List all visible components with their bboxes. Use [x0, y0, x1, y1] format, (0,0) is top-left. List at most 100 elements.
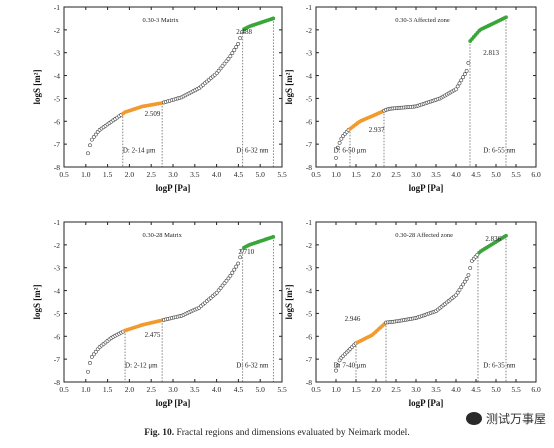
y-tick-label: -7: [306, 140, 312, 149]
data-point: [224, 59, 229, 64]
x-tick-label: 0.5: [311, 170, 321, 179]
x-tick-label: 1.5: [351, 385, 361, 394]
x-tick-label: 4.0: [451, 385, 461, 394]
x-tick-label: 2.5: [147, 385, 157, 394]
y-tick-label: -7: [54, 355, 60, 364]
chart-title: 0.30-28 Affected zone: [395, 232, 453, 239]
data-point: [462, 72, 467, 77]
y-tick-label: -3: [54, 49, 60, 58]
data-point: [453, 87, 458, 92]
y-axis-label: logS [m²]: [284, 70, 294, 105]
x-tick-label: 1.0: [81, 170, 91, 179]
wechat-icon: [465, 412, 482, 425]
x-tick-label: 5.5: [277, 170, 287, 179]
x-tick-label: 3.0: [168, 385, 178, 394]
x-tick-label: 5.0: [491, 170, 501, 179]
fractal-dimension-label: 2.488: [236, 28, 252, 36]
y-tick-label: -8: [306, 163, 312, 172]
data-point: [224, 278, 229, 283]
data-point: [337, 358, 342, 363]
data-point: [232, 48, 237, 52]
x-tick-label: 5.5: [511, 170, 521, 179]
data-point: [236, 42, 241, 46]
x-axis-label: logP [Pa]: [409, 398, 444, 408]
data-point: [238, 36, 243, 41]
chart-title: 0.30-28 Matrix: [142, 232, 182, 239]
x-tick-label: 3.5: [431, 170, 441, 179]
x-tick-label: 0.5: [59, 385, 69, 394]
data-point: [459, 285, 464, 290]
y-tick-label: -5: [54, 94, 60, 103]
data-point: [504, 15, 508, 20]
y-tick-label: -4: [54, 287, 60, 296]
pore-range-label: D: 7-40 μm: [334, 362, 367, 370]
data-point: [457, 287, 462, 292]
chart-panel-1: 0.5 1.0 1.5 2.0 2.5 3.0 3.5 4.0 4.5 5.0 5.5 -8 -7 -6 -…: [32, 3, 287, 193]
data-point: [461, 282, 465, 287]
fractal-dimension-label: 2.946: [345, 315, 361, 323]
pore-range-label: D: 2-12 μm: [125, 362, 158, 370]
data-point: [271, 234, 276, 239]
data-point: [91, 135, 96, 139]
x-tick-label: 5.5: [511, 385, 521, 394]
fractal-dimension-label: 2.475: [145, 331, 161, 339]
data-point: [236, 261, 241, 266]
caption-text: Fractal regions and dimensions evaluated…: [176, 428, 410, 438]
x-tick-label: 2.0: [125, 170, 135, 179]
data-point: [226, 276, 231, 281]
x-tick-label: 2.5: [391, 385, 401, 394]
plot-frame: [315, 6, 537, 168]
y-tick-label: -6: [306, 332, 312, 341]
x-tick-label: 5.0: [256, 170, 266, 179]
chart-panel-2: 0.5 1.0 1.5 2.0 2.5 3.0 3.5 4.0 4.5 5.0 5.5 6.0 -8 -7…: [284, 3, 541, 193]
data-point: [220, 283, 225, 288]
data-point: [455, 84, 460, 89]
data-point: [214, 71, 219, 76]
x-tick-label: 1.0: [331, 170, 341, 179]
data-point: [468, 266, 473, 270]
x-tick-label: 5.5: [277, 385, 287, 394]
x-tick-label: 4.0: [212, 385, 222, 394]
y-tick-label: -8: [54, 163, 60, 172]
data-point: [93, 349, 98, 354]
figure-caption: Fig. 10. Fractal regions and dimensions …: [0, 428, 554, 438]
watermark-text: 测试万事屋: [485, 412, 546, 426]
data-point: [466, 61, 471, 65]
data-point: [337, 140, 342, 145]
data-point: [88, 361, 92, 365]
x-tick-label: 4.5: [234, 170, 244, 179]
pore-range-label: D: 6-50 μm: [334, 147, 367, 155]
fractal-dimension-label: 2.937: [369, 126, 385, 134]
x-tick-label: 6.0: [531, 385, 541, 394]
x-tick-label: 0.5: [59, 170, 69, 179]
x-tick-label: 3.0: [168, 170, 178, 179]
data-point: [271, 16, 276, 21]
pore-range-label: D: 2-14 μm: [123, 147, 156, 155]
chart-panel-4: 0.5 1.0 1.5 2.0 2.5 3.0 3.5 4.0 4.5 5.0 5.5 6.0 -8 -7…: [284, 218, 541, 408]
x-tick-label: 4.5: [471, 385, 481, 394]
x-tick-label: 1.0: [81, 385, 91, 394]
y-tick-label: -8: [306, 378, 312, 387]
y-tick-label: -4: [54, 72, 60, 81]
x-axis-label: logP [Pa]: [409, 183, 444, 193]
data-point: [220, 64, 225, 68]
x-tick-label: 3.0: [411, 385, 421, 394]
data-point: [226, 56, 231, 61]
y-tick-label: -3: [306, 49, 312, 58]
data-point: [216, 68, 221, 73]
y-tick-label: -2: [54, 241, 60, 250]
data-point: [228, 273, 233, 278]
data-point: [334, 368, 338, 373]
data-point: [216, 288, 221, 293]
data-point: [91, 352, 96, 357]
y-tick-label: -7: [306, 355, 312, 364]
data-point: [335, 363, 340, 368]
x-tick-label: 4.0: [212, 170, 222, 179]
data-point: [228, 54, 233, 59]
x-tick-label: 5.0: [491, 385, 501, 394]
y-tick-label: -5: [306, 94, 312, 103]
data-point: [240, 30, 244, 34]
data-point: [86, 151, 90, 156]
x-tick-label: 1.5: [351, 170, 361, 179]
y-tick-label: -8: [54, 378, 60, 387]
